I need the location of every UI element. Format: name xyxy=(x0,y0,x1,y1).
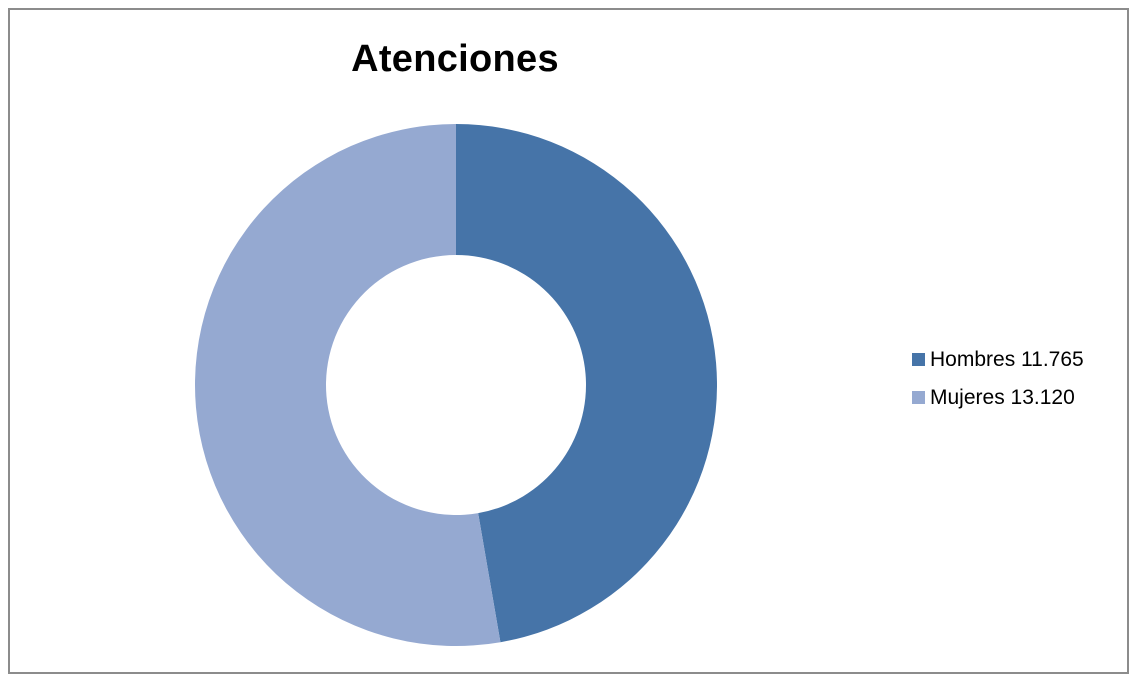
legend-swatch xyxy=(912,391,925,404)
legend-label: Hombres 11.765 xyxy=(930,347,1084,371)
chart-legend: Hombres 11.765 Mujeres 13.120 xyxy=(912,345,1084,421)
chart-title: Atenciones xyxy=(351,38,559,80)
donut-slice-mujeres xyxy=(194,124,501,646)
legend-item-hombres: Hombres 11.765 xyxy=(912,345,1084,374)
donut-slice-hombres xyxy=(456,124,717,643)
legend-label: Mujeres 13.120 xyxy=(930,385,1075,409)
legend-swatch xyxy=(912,353,925,366)
legend-item-mujeres: Mujeres 13.120 xyxy=(912,383,1084,412)
